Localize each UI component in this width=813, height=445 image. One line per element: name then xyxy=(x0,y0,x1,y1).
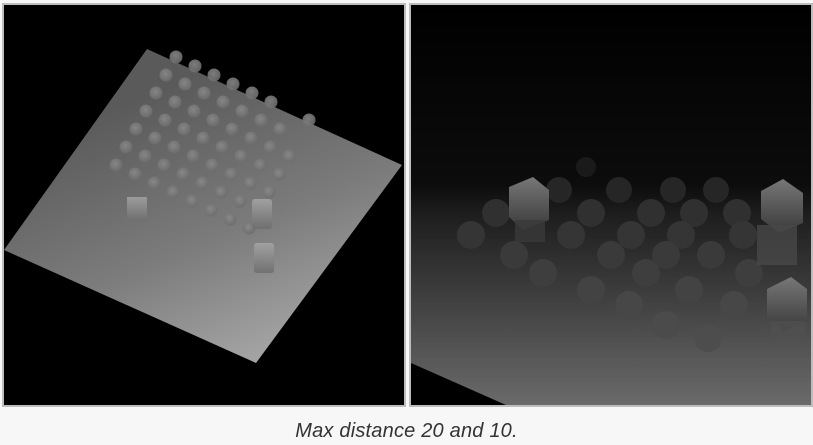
sphere xyxy=(264,95,278,109)
sphere xyxy=(632,259,660,287)
sphere xyxy=(577,276,605,304)
sphere xyxy=(176,167,190,181)
sphere xyxy=(675,276,703,304)
sphere xyxy=(128,167,142,181)
sphere xyxy=(166,185,180,199)
sphere xyxy=(617,221,645,249)
sphere xyxy=(187,104,201,118)
sphere xyxy=(245,86,259,100)
sphere xyxy=(224,167,238,181)
sphere xyxy=(129,122,143,136)
sphere xyxy=(576,157,596,177)
sphere xyxy=(158,113,172,127)
sphere xyxy=(186,149,200,163)
sphere xyxy=(197,86,211,100)
sphere xyxy=(272,167,286,181)
sphere xyxy=(207,68,221,82)
sphere xyxy=(680,199,708,227)
sphere xyxy=(214,185,228,199)
sphere xyxy=(177,122,191,136)
sphere xyxy=(223,212,237,226)
sphere xyxy=(546,177,572,203)
sphere xyxy=(500,241,528,269)
sphere xyxy=(253,158,267,172)
sphere xyxy=(457,221,485,249)
sphere xyxy=(167,140,181,154)
sphere xyxy=(243,176,257,190)
sphere xyxy=(263,140,277,154)
sphere xyxy=(178,77,192,91)
ground-plane xyxy=(4,49,402,363)
sphere xyxy=(482,199,510,227)
sphere xyxy=(168,95,182,109)
sphere xyxy=(159,68,173,82)
sphere xyxy=(205,158,219,172)
sphere xyxy=(557,221,585,249)
sphere xyxy=(652,241,680,269)
figure-caption: Max distance 20 and 10. xyxy=(295,420,518,442)
sphere xyxy=(697,241,725,269)
sphere xyxy=(597,241,625,269)
sphere xyxy=(262,185,276,199)
sphere xyxy=(157,158,171,172)
sphere xyxy=(139,104,153,118)
sphere xyxy=(637,199,665,227)
sphere-grid xyxy=(109,50,316,235)
sphere xyxy=(652,311,680,339)
sphere xyxy=(204,203,218,217)
sphere xyxy=(225,122,239,136)
sphere xyxy=(138,149,152,163)
sphere xyxy=(302,113,316,127)
sphere xyxy=(273,122,287,136)
sphere xyxy=(226,77,240,91)
sphere xyxy=(185,194,199,208)
sphere xyxy=(703,177,729,203)
sphere xyxy=(244,131,258,145)
sphere xyxy=(233,194,247,208)
sphere-grid xyxy=(457,157,763,352)
sphere xyxy=(735,259,763,287)
sphere xyxy=(235,104,249,118)
sphere xyxy=(119,140,133,154)
cube-objects xyxy=(127,197,274,273)
sphere xyxy=(529,259,557,287)
sphere xyxy=(195,176,209,190)
sphere xyxy=(206,113,220,127)
depth-image-max-distance-10 xyxy=(409,3,813,407)
sphere xyxy=(667,221,695,249)
sphere xyxy=(723,199,751,227)
near-corner-shadow xyxy=(411,363,506,405)
depth-render-20 xyxy=(4,5,404,405)
cube-objects xyxy=(509,177,807,343)
sphere xyxy=(694,324,722,352)
depth-render-10 xyxy=(411,5,811,405)
sphere xyxy=(147,176,161,190)
sphere xyxy=(660,177,686,203)
sphere xyxy=(254,113,268,127)
sphere xyxy=(149,86,163,100)
sphere xyxy=(282,149,296,163)
sphere xyxy=(729,221,757,249)
sphere xyxy=(606,177,632,203)
sphere xyxy=(196,131,210,145)
sphere xyxy=(720,291,748,319)
sphere xyxy=(188,59,202,73)
sphere xyxy=(234,149,248,163)
sphere xyxy=(215,140,229,154)
sphere xyxy=(216,95,230,109)
sphere xyxy=(577,199,605,227)
depth-image-max-distance-20 xyxy=(2,3,406,407)
sphere xyxy=(169,50,183,64)
sphere xyxy=(109,158,123,172)
sphere xyxy=(615,291,643,319)
sphere xyxy=(148,131,162,145)
